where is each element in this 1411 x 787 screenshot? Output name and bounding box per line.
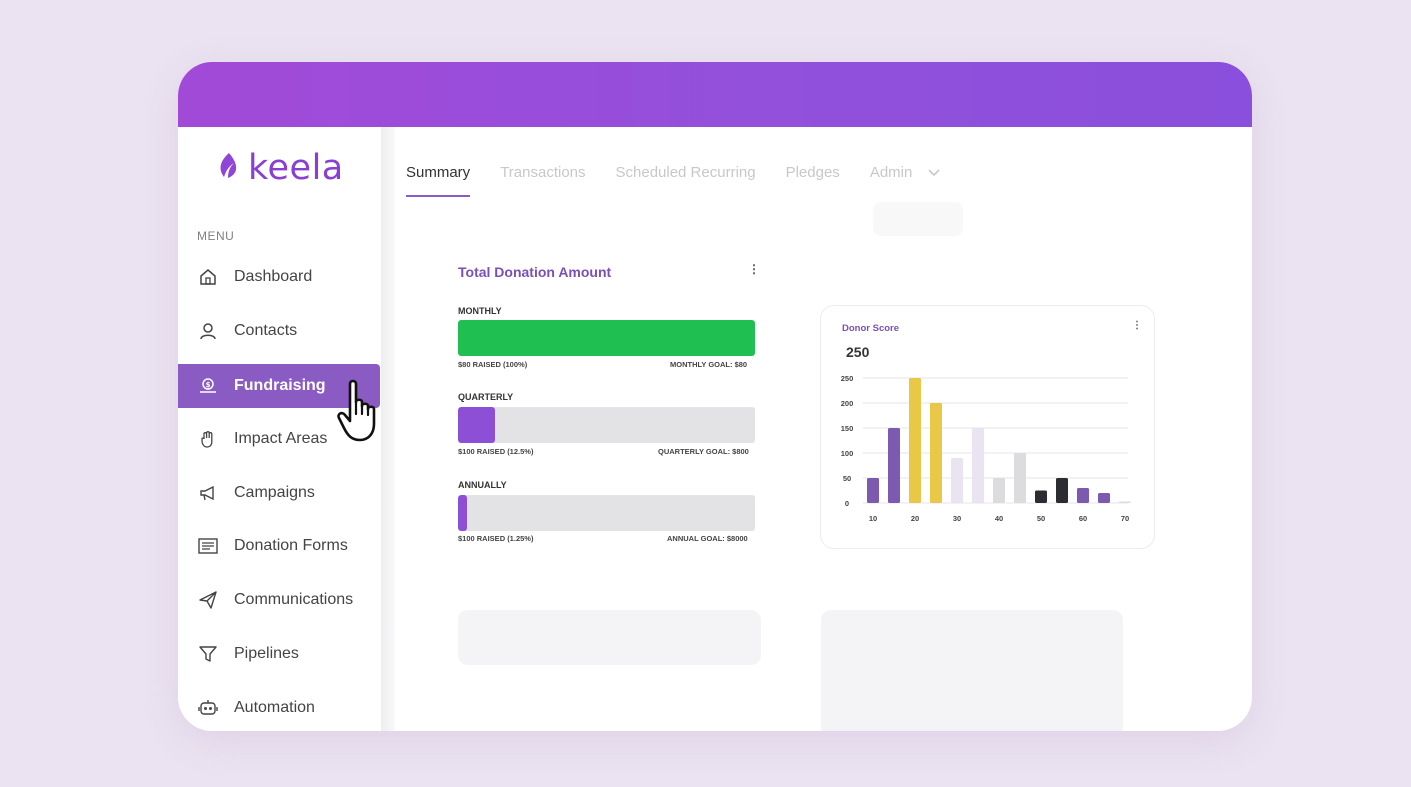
menu-caption: MENU	[197, 229, 235, 243]
chart-bar	[909, 378, 921, 503]
annually-goal: ANNUAL GOAL: $8000	[667, 534, 748, 543]
sidebar-item-label: Impact Areas	[234, 430, 328, 447]
tab-label: Admin	[869, 164, 913, 181]
chart-bar	[1098, 493, 1110, 503]
sidebar-item-label: Donation Forms	[234, 537, 348, 554]
tab-bar: Summary Transactions Scheduled Recurring…	[406, 162, 971, 202]
sidebar-item-impact-areas[interactable]: Impact Areas	[178, 417, 380, 461]
sidebar-item-pipelines[interactable]: Pipelines	[178, 632, 380, 676]
sidebar-item-label: Dashboard	[234, 268, 313, 285]
y-tick-label: 100	[841, 449, 854, 458]
brand-name: keela	[248, 147, 344, 188]
y-tick-label: 50	[843, 474, 851, 483]
chart-bar	[1056, 478, 1068, 503]
faded-placeholder	[873, 202, 963, 236]
hand-pointer-cursor-icon	[336, 378, 388, 449]
tab-label: Scheduled Recurring	[615, 164, 756, 181]
sidebar-item-communications[interactable]: Communications	[178, 578, 380, 622]
tab-summary[interactable]: Summary	[406, 162, 471, 198]
user-icon	[198, 321, 218, 341]
tab-label: Transactions	[500, 164, 586, 181]
more-options-icon[interactable]: ⋮	[748, 262, 760, 276]
home-icon	[198, 267, 218, 287]
sidebar-item-automation[interactable]: Automation	[178, 686, 380, 730]
sidebar-item-donation-forms[interactable]: Donation Forms	[178, 524, 380, 568]
chart-bar	[972, 428, 984, 503]
more-options-icon[interactable]: ⋮	[1132, 320, 1142, 331]
chart-bar	[888, 428, 900, 503]
chart-bar	[1014, 453, 1026, 503]
quarterly-label: QUARTERLY	[458, 392, 514, 402]
x-tick-label: 60	[1079, 514, 1087, 523]
monthly-progress-fill	[458, 320, 755, 356]
tab-transactions[interactable]: Transactions	[500, 162, 585, 198]
sidebar-item-campaigns[interactable]: Campaigns	[178, 471, 380, 515]
tab-label: Summary	[406, 164, 471, 181]
sidebar-item-label: Pipelines	[234, 645, 299, 662]
hand-icon	[198, 429, 218, 449]
donor-score-card: Donor Score ⋮ 250 0 50 100 150 200 250 10 20 30 4…	[820, 305, 1155, 549]
chart-bar	[951, 458, 963, 503]
sidebar-item-label: Contacts	[234, 322, 298, 339]
x-tick-label: 40	[995, 514, 1003, 523]
donor-score-value: 250	[846, 344, 870, 360]
placeholder-card	[458, 610, 761, 665]
y-tick-label: 150	[841, 424, 854, 433]
x-tick-label: 30	[953, 514, 961, 523]
card-title: Donor Score	[842, 323, 900, 334]
annually-progress-bar	[458, 495, 755, 531]
placeholder-card	[821, 610, 1123, 731]
tab-scheduled-recurring[interactable]: Scheduled Recurring	[616, 162, 756, 198]
sidebar-divider	[381, 127, 395, 731]
form-icon	[198, 536, 218, 556]
paper-plane-icon	[198, 590, 218, 610]
coin-hand-icon: $	[198, 376, 218, 396]
chart-bar	[867, 478, 879, 503]
sidebar-item-label: Communications	[234, 591, 354, 608]
chart-bar	[930, 403, 942, 503]
x-tick-label: 50	[1037, 514, 1045, 523]
tab-admin[interactable]: Admin	[870, 162, 941, 198]
chart-bar	[1035, 490, 1047, 503]
chevron-down-icon	[927, 162, 941, 184]
megaphone-icon	[198, 483, 218, 503]
x-tick-label: 10	[869, 514, 877, 523]
svg-text:$: $	[206, 381, 211, 389]
leaf-logo-icon	[216, 151, 242, 186]
robot-icon	[198, 698, 218, 718]
tab-underline	[406, 195, 471, 197]
donation-panel-title: Total Donation Amount	[458, 264, 612, 280]
y-tick-label: 200	[841, 399, 854, 408]
filter-icon	[198, 644, 218, 664]
header-bar	[178, 62, 1252, 127]
keela-logo[interactable]: keela	[216, 148, 344, 188]
quarterly-progress-fill	[458, 407, 496, 443]
annually-raised: $100 RAISED (1.25%)	[458, 534, 534, 543]
chart-bar	[993, 478, 1005, 503]
y-tick-label: 0	[845, 499, 849, 508]
quarterly-goal: QUARTERLY GOAL: $800	[658, 447, 749, 456]
sidebar-item-label: Automation	[234, 699, 315, 716]
monthly-raised: $80 RAISED (100%)	[458, 360, 528, 369]
sidebar-item-fundraising[interactable]: $ Fundraising	[178, 364, 380, 408]
sidebar-item-label: Campaigns	[234, 484, 315, 501]
chart-bar	[1077, 488, 1089, 503]
monthly-progress-bar	[458, 320, 755, 356]
x-tick-label: 20	[911, 514, 919, 523]
annually-label: ANNUALLY	[458, 480, 507, 490]
y-tick-label: 250	[841, 374, 854, 383]
annually-progress-fill	[458, 495, 467, 531]
donor-score-chart: 0 50 100 150 200 250 10 20 30 40 50 60 70	[841, 374, 1131, 523]
sidebar-item-label: Fundraising	[234, 377, 326, 394]
tab-label: Pledges	[785, 164, 840, 181]
monthly-goal: MONTHLY GOAL: $80	[670, 360, 748, 369]
chart-bar	[1119, 501, 1131, 503]
x-tick-label: 70	[1121, 514, 1129, 523]
sidebar-item-contacts[interactable]: Contacts	[178, 309, 380, 353]
quarterly-progress-bar	[458, 407, 755, 443]
quarterly-raised: $100 RAISED (12.5%)	[458, 447, 534, 456]
tab-pledges[interactable]: Pledges	[786, 162, 840, 198]
monthly-label: MONTHLY	[458, 306, 502, 316]
sidebar-item-dashboard[interactable]: Dashboard	[178, 255, 380, 299]
